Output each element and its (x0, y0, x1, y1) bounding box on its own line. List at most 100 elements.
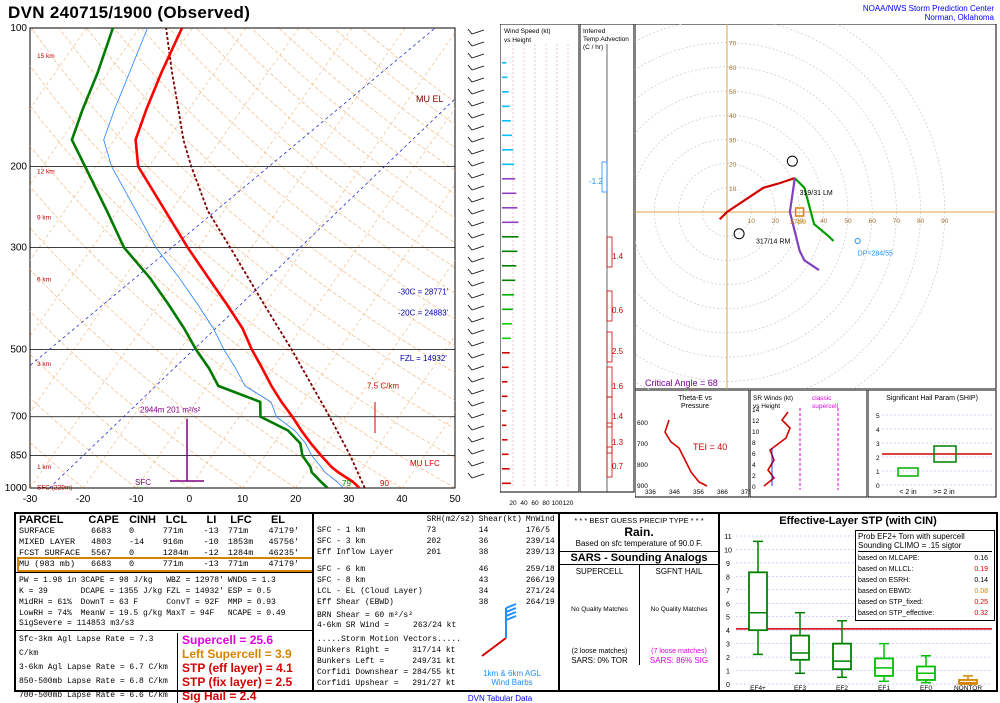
skewt-plot (30, 28, 455, 488)
pressure-tick: 500 (10, 345, 27, 356)
wind-barb-flag (467, 352, 473, 359)
srw-classic: classic (812, 395, 832, 402)
theta-title: Pressure (681, 403, 709, 410)
theta-xtick: 366 (717, 489, 728, 496)
wind-barb (471, 281, 485, 287)
ship-panel: Significant Hail Param (SHIP) 5 4 3 2 1 0 < 2 i… (868, 390, 997, 498)
table-cell: DownT = 63 F (80, 598, 139, 607)
temp-tick: 0 (187, 494, 193, 505)
composite-param: Sig Hail = 2.4 (182, 689, 257, 703)
wind-tick: 40 (520, 500, 528, 507)
wind-barb-flag (467, 124, 473, 131)
wind-barb-flag (467, 100, 473, 107)
sars-hail-col: SGFNT HAIL No Quality Matches (7 loose m… (640, 565, 718, 665)
wetbulb-trace (103, 28, 344, 488)
table-cell: 0.08 (974, 588, 988, 595)
stp-ytick: 10 (724, 547, 732, 554)
stp-ytick: 5 (726, 615, 730, 622)
hodo-tick-x: 70 (893, 218, 901, 225)
height-tick: 1 km (37, 464, 51, 471)
dry-adiabat (58, 28, 455, 374)
height-tick: 9 km (37, 214, 51, 221)
tadv-bar (606, 396, 613, 428)
barb-flag (505, 607, 517, 613)
parcel-col-header: LCL (165, 514, 188, 526)
wind-barb (471, 437, 485, 443)
wind-bar (502, 91, 509, 93)
composite-param: Left Supercell = 3.9 (182, 647, 292, 661)
stp-box (832, 642, 852, 671)
wind-barb-flag (467, 388, 473, 395)
kin-col-header: Shear(kt) (478, 515, 522, 524)
wind-barb (471, 173, 485, 179)
skewt-frame (29, 27, 456, 489)
ship-box-lo (897, 467, 919, 477)
table-cell: 47179' (268, 559, 300, 569)
table-cell (427, 575, 479, 586)
org-line-2: Norman, Oklahoma (924, 13, 994, 22)
table-cell: 771m (162, 526, 184, 536)
wind-bar (502, 395, 508, 398)
wind-barb (471, 125, 485, 131)
table-cell: 0.19 (974, 566, 988, 573)
table-cell: LCL - EL (Cloud Layer) (317, 587, 423, 596)
table-cell: ConvT = 92F (166, 598, 220, 607)
wind-bar (502, 366, 509, 369)
table-cell: Eff Shear (EBWD) (317, 598, 394, 607)
wind-barb-flag (467, 196, 473, 203)
wind-barb (471, 113, 485, 119)
temp-tick: 50 (449, 494, 461, 505)
wind-barb-flag (467, 184, 473, 191)
table-row: based on STP_effective: 0.32 (858, 608, 992, 619)
wind-barb-flag (467, 148, 473, 155)
ship-lo-label: < 2 in (899, 489, 916, 496)
dewpoint-trace (70, 28, 329, 488)
ship-tick: 2 (876, 455, 880, 462)
table-cell: 284/55 kt (412, 668, 456, 677)
stp-prob: Prob EF2+ Torn with supercell (858, 532, 965, 541)
ship-title: Significant Hail Param (SHIP) (886, 395, 978, 402)
srw-title: SR Winds (kt) (753, 395, 793, 402)
table-cell: LowRH = 74% (19, 609, 72, 618)
table-cell: 239/13 (525, 548, 555, 557)
wind-tick: 80 (542, 500, 550, 507)
wind-bar (502, 468, 510, 470)
wind-bar (502, 62, 507, 64)
mu-el-label: MU EL (416, 94, 444, 104)
hodo-tick-y: 20 (729, 162, 737, 169)
table-cell: 0.14 (974, 577, 988, 584)
table-cell: 5567 (90, 548, 112, 558)
wind-bar (502, 134, 512, 137)
table-cell: MaxT = 94F (166, 609, 215, 618)
wind-barb (471, 209, 485, 215)
table-cell: 771m (162, 559, 184, 569)
sars-title: SARS - Sounding Analogs (570, 552, 708, 564)
table-row: based on EBWD: 0.08 (858, 586, 992, 597)
wind-barb (471, 149, 485, 155)
table-cell: 771m (227, 526, 249, 536)
theta-frame (635, 390, 750, 498)
isotherm (454, 487, 455, 488)
theta-trace (664, 419, 708, 487)
table-cell: Bunkers Left = (317, 657, 385, 666)
theta-xtick: 376 (741, 489, 750, 496)
dry-adiabat (113, 28, 455, 320)
wind-barb (471, 353, 485, 359)
ship-tick: 1 (876, 469, 880, 476)
table-cell: -14 (128, 537, 145, 547)
table-cell: Corfidi Upshear = (317, 679, 399, 688)
temp-tick: 10 (237, 494, 249, 505)
table-cell (427, 586, 479, 597)
table-cell: 4803 (90, 537, 112, 547)
table-row: Corfidi Downshear = 284/55 kt (317, 667, 459, 678)
hodo-tick-x: 50 (844, 218, 852, 225)
stp-climo: Sounding CLIMO = .15 sigtor (858, 541, 962, 550)
wind-bar (502, 120, 511, 122)
table-row: Bunkers Left = 249/31 kt (317, 656, 459, 667)
wind-barb-flag (467, 460, 473, 467)
sfc-temp-label: 90 (380, 479, 389, 488)
wind-barb (471, 329, 485, 335)
